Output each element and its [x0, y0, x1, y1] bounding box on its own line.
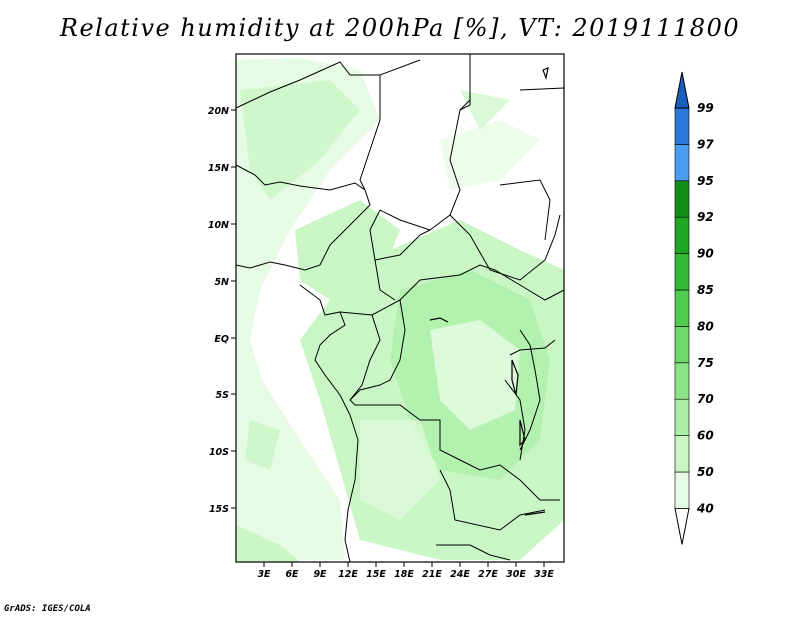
credit-text: GrADS: IGES/COLA: [4, 604, 91, 614]
lon-label: 3E: [257, 569, 271, 580]
colorbar-segment: [674, 253, 690, 291]
country-borders: [235, 54, 565, 563]
colorbar: 40 50 60 70 75 80 85 90 92 95 97 99: [674, 71, 714, 545]
chart-title: Relative humidity at 200hPa [%], VT: 201…: [59, 14, 741, 42]
lon-label: 24E: [450, 569, 470, 580]
colorbar-label: 40: [696, 501, 714, 515]
colorbar-top-arrow: [674, 71, 690, 109]
colorbar-label: 97: [697, 137, 714, 151]
lat-label: 10N: [208, 220, 229, 231]
latitude-ticks: [231, 109, 236, 509]
lat-label: 15N: [208, 163, 229, 174]
lon-label: 6E: [285, 569, 299, 580]
colorbar-segment: [674, 107, 690, 145]
colorbar-label: 99: [697, 101, 714, 115]
colorbar-segment: [674, 362, 690, 400]
colorbar-label: 85: [697, 283, 714, 297]
lon-label: 30E: [506, 569, 526, 580]
lat-label: 10S: [209, 447, 229, 458]
lon-label: 9E: [313, 569, 327, 580]
colorbar-segment: [674, 435, 690, 473]
colorbar-label: 80: [697, 319, 714, 333]
colorbar-label: 60: [697, 429, 714, 443]
lon-label: 15E: [366, 569, 386, 580]
lon-label: 18E: [394, 569, 414, 580]
colorbar-segment: [674, 289, 690, 327]
colorbar-segment: [674, 144, 690, 182]
lat-label: 15S: [209, 504, 229, 515]
lon-label: 27E: [478, 569, 498, 580]
humidity-field: [236, 54, 564, 562]
lat-label: 5N: [214, 277, 229, 288]
lat-label: 5S: [216, 390, 230, 401]
colorbar-label: 95: [697, 174, 714, 188]
colorbar-bottom-arrow: [674, 507, 690, 545]
lakes: [429, 67, 549, 516]
colorbar-segment: [674, 216, 690, 254]
colorbar-segment: [674, 398, 690, 436]
colorbar-label: 75: [697, 356, 714, 370]
plot-frame: [235, 53, 565, 563]
colorbar-segment: [674, 180, 690, 218]
lon-label: 21E: [422, 569, 442, 580]
colorbar-label: 70: [697, 392, 714, 406]
colorbar-segment: [674, 471, 690, 509]
longitude-ticks: [263, 562, 545, 567]
lon-label: 12E: [338, 569, 358, 580]
latitude-labels: 20N 15N 10N 5N EQ 5S 10S 15S: [208, 106, 229, 515]
lon-label: 33E: [534, 569, 554, 580]
colorbar-segment: [674, 326, 690, 364]
lat-label: EQ: [214, 334, 229, 345]
lat-label: 20N: [208, 106, 229, 117]
colorbar-label: 50: [697, 465, 714, 479]
longitude-labels: 3E 6E 9E 12E 15E 18E 21E 24E 27E 30E 33E: [257, 569, 554, 580]
colorbar-label: 90: [697, 247, 714, 261]
colorbar-label: 92: [697, 210, 714, 224]
